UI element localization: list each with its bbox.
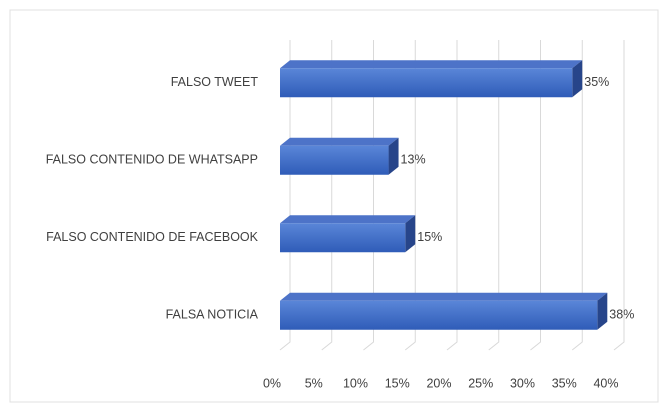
bar-top [280,292,608,301]
grid-line [446,40,458,351]
value-label: 13% [401,153,426,167]
y-tick-label: FALSA NOTICIA [166,308,259,322]
x-tick-label: 10% [343,376,368,390]
bar [280,145,389,175]
grid-line [613,40,625,351]
y-tick-label: FALSO TWEET [171,75,259,89]
chart-frame [9,9,659,403]
bar [280,68,573,98]
x-tick-label: 40% [593,376,618,390]
bar [280,300,598,330]
y-tick-label: FALSO CONTENIDO DE FACEBOOK [46,230,259,244]
x-tick-label: 25% [468,376,493,390]
grid-line [488,40,500,351]
bar-end [597,292,608,330]
x-tick-label: 35% [552,376,577,390]
grid-line [571,40,583,351]
x-tick-label: 5% [305,376,323,390]
bar-top [280,60,583,69]
value-label: 15% [417,230,442,244]
value-label: 38% [609,308,634,322]
bar-end [405,215,416,253]
bar-end [388,137,399,175]
x-tick-label: 15% [385,376,410,390]
value-label: 35% [584,75,609,89]
bar-top [280,137,399,146]
bar-top [280,215,416,224]
bar [280,223,406,253]
x-tick-label: 20% [426,376,451,390]
bar-end [572,60,583,98]
grid-line [530,40,541,351]
y-tick-label: FALSO CONTENIDO DE WHATSAPP [46,153,258,167]
grid-line [404,40,416,351]
x-tick-label: 0% [263,376,281,390]
x-tick-label: 30% [510,376,535,390]
